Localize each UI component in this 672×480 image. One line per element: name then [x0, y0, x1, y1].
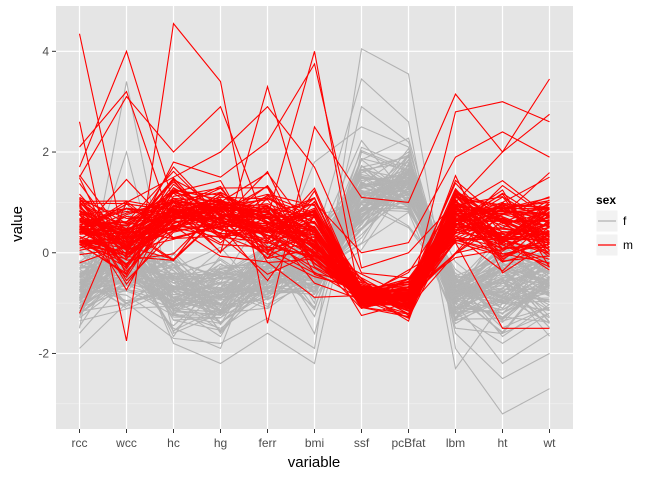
x-tick-label: wcc	[115, 436, 137, 450]
legend-label-f: f	[623, 214, 627, 228]
series-m-line	[79, 206, 550, 308]
x-tick-label: ssf	[354, 436, 370, 450]
x-tick-label: hg	[214, 436, 227, 450]
series-m-line	[78, 105, 550, 329]
series-m-line	[79, 204, 550, 315]
y-tick-label: 2	[42, 145, 49, 159]
x-tick-label: lbm	[446, 436, 465, 450]
series-m-line	[79, 192, 550, 305]
y-axis: -2 0 2 4	[38, 44, 56, 360]
series-m-line	[79, 172, 550, 307]
x-axis-title: variable	[288, 454, 341, 471]
series-m-line	[78, 49, 550, 304]
y-tick-label: 4	[42, 44, 49, 58]
series-m-lines	[78, 22, 550, 342]
x-tick-label: bmi	[305, 436, 324, 450]
series-m-line	[79, 189, 550, 301]
series-f-line	[79, 151, 550, 365]
series-m-line	[79, 51, 550, 309]
series-f-line	[79, 47, 550, 415]
x-tick-label: ht	[497, 436, 508, 450]
x-tick-label: ferr	[259, 436, 277, 450]
series-m-line	[79, 197, 550, 309]
series-m-line	[79, 166, 550, 317]
series-m-line	[79, 95, 550, 254]
series-m-line	[78, 33, 550, 269]
series-m-line	[79, 204, 550, 294]
x-axis: rcc wcc hc hg ferr bmi ssf pcBfat lbm ht wt	[72, 429, 557, 450]
series-m-line	[79, 205, 550, 311]
series-m-line	[79, 180, 550, 299]
x-tick-label: rcc	[72, 436, 88, 450]
series-m-line	[79, 170, 550, 306]
series-m-line	[79, 197, 550, 309]
series-f-line	[79, 105, 550, 380]
x-tick-label: wt	[543, 436, 557, 450]
series-m-line	[78, 22, 550, 342]
series-m-line	[79, 200, 550, 293]
series-f-line	[79, 156, 550, 365]
y-axis-title: value	[9, 206, 26, 242]
series-f-line	[79, 168, 550, 336]
series-m-line	[79, 186, 550, 309]
x-tick-label: pcBfat	[391, 436, 426, 450]
y-tick-label: 0	[42, 246, 49, 260]
legend: sex fm	[595, 193, 633, 257]
legend-title: sex	[596, 193, 616, 207]
y-tick-label: -2	[38, 346, 49, 360]
series-m-line	[79, 219, 550, 292]
x-tick-label: hc	[167, 436, 180, 450]
legend-label-m: m	[623, 238, 633, 252]
